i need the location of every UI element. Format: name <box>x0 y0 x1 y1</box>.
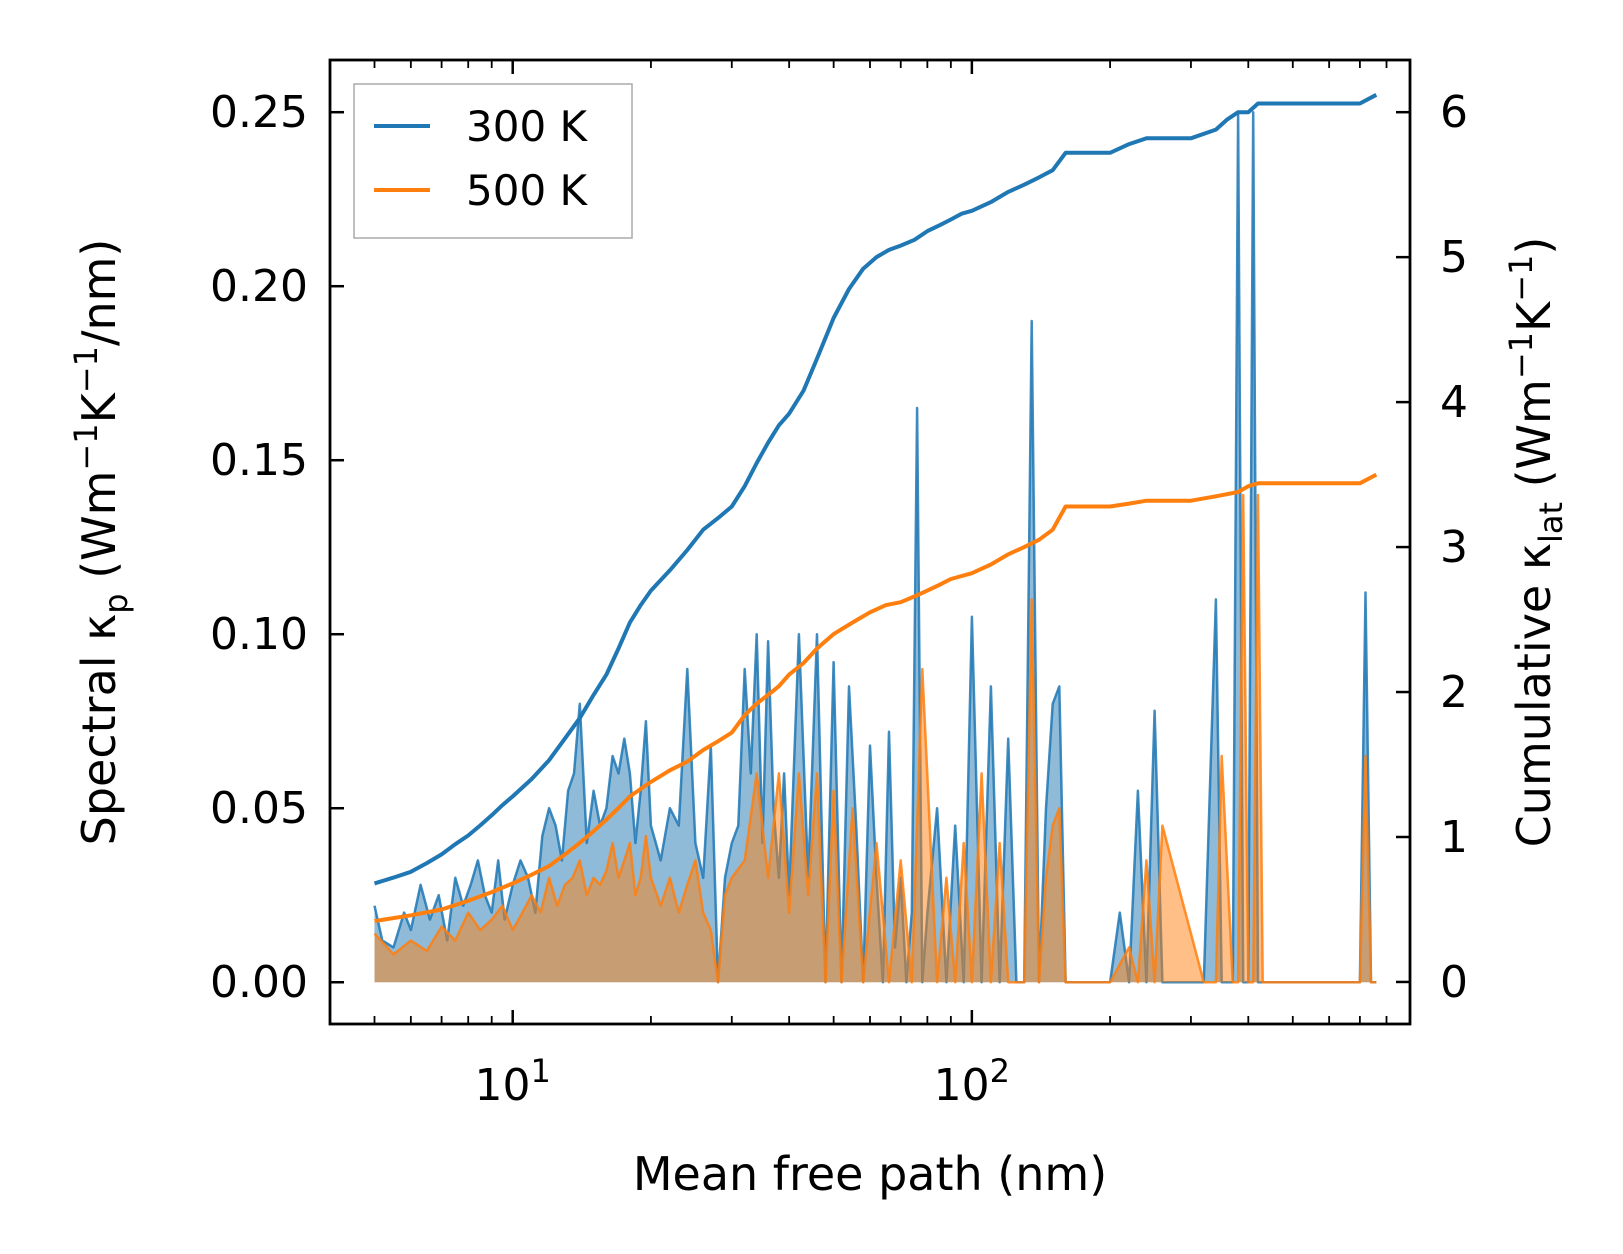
y-axis-left-label: Spectral κp (Wm−1K−1/nm) <box>67 239 135 846</box>
y-left-label-pre: (Wm <box>72 471 126 594</box>
y-axis-right-label: Cumulative κlat (Wm−1K−1) <box>1502 237 1570 848</box>
legend-label-300k: 300 K <box>466 102 589 151</box>
y-left-tick-label: 0.10 <box>210 609 308 660</box>
y-right-label-sup2: −1 <box>1502 255 1540 302</box>
legend-box <box>353 83 633 239</box>
svg-text:Cumulative κlat (Wm−1K−1): Cumulative κlat (Wm−1K−1) <box>1502 237 1570 848</box>
legend-label-500k: 500 K <box>466 166 589 215</box>
y-left-tick-label: 0.25 <box>210 87 308 138</box>
x-tick-label: 102 <box>934 1052 1010 1111</box>
plot-frame <box>328 58 1412 1026</box>
y-right-label-sub: lat <box>1532 502 1570 543</box>
y-right-tick-label: 4 <box>1440 377 1468 428</box>
y-right-label-post: ) <box>1507 237 1561 255</box>
y-right-label-main: Cumulative κ <box>1507 543 1561 847</box>
y-left-label-sup1: −1 <box>67 423 105 470</box>
svg-text:Spectral κp (Wm−1K−1/nm): Spectral κp (Wm−1K−1/nm) <box>67 239 135 846</box>
y-left-tick-label: 0.00 <box>210 957 308 1008</box>
y-left-tick-label: 0.20 <box>210 261 308 312</box>
plot-area <box>373 93 1378 984</box>
series-line-500-k-spectral <box>373 493 1377 984</box>
y-left-label-sub: p <box>97 593 135 613</box>
series-line-300-k <box>373 93 1378 886</box>
y-right-label-mid: K <box>1507 300 1561 332</box>
y-right-tick-label: 3 <box>1440 522 1468 573</box>
y-right-tick-label: 5 <box>1440 232 1468 283</box>
y-right-tick-label: 1 <box>1440 812 1468 863</box>
y-right-tick-label: 6 <box>1440 87 1468 138</box>
y-left-tick-label: 0.15 <box>210 435 308 486</box>
x-tick-label: 101 <box>475 1052 551 1111</box>
x-axis-label: Mean free path (nm) <box>633 1147 1107 1201</box>
legend: 300 K 500 K <box>353 83 633 239</box>
y-left-label-main: Spectral κ <box>72 614 126 846</box>
y-left-label-sup2: −1 <box>67 346 105 393</box>
y-left-tick-label: 0.05 <box>210 783 308 834</box>
y-right-label-pre: (Wm <box>1507 379 1561 502</box>
series-line-500-k <box>374 472 1378 924</box>
y-right-label-sup1: −1 <box>1502 332 1540 379</box>
ticks-layer: 0.00 0.05 0.10 0.15 0.20 0.25 0 1 2 3 4 5 6 101 102 <box>210 60 1468 1111</box>
y-left-label-post: /nm) <box>72 239 126 346</box>
y-right-tick-label: 2 <box>1440 667 1468 718</box>
y-right-tick-label: 0 <box>1440 957 1468 1008</box>
series-area-300-k-spectral <box>374 112 1377 983</box>
y-left-label-mid: K <box>72 391 126 423</box>
